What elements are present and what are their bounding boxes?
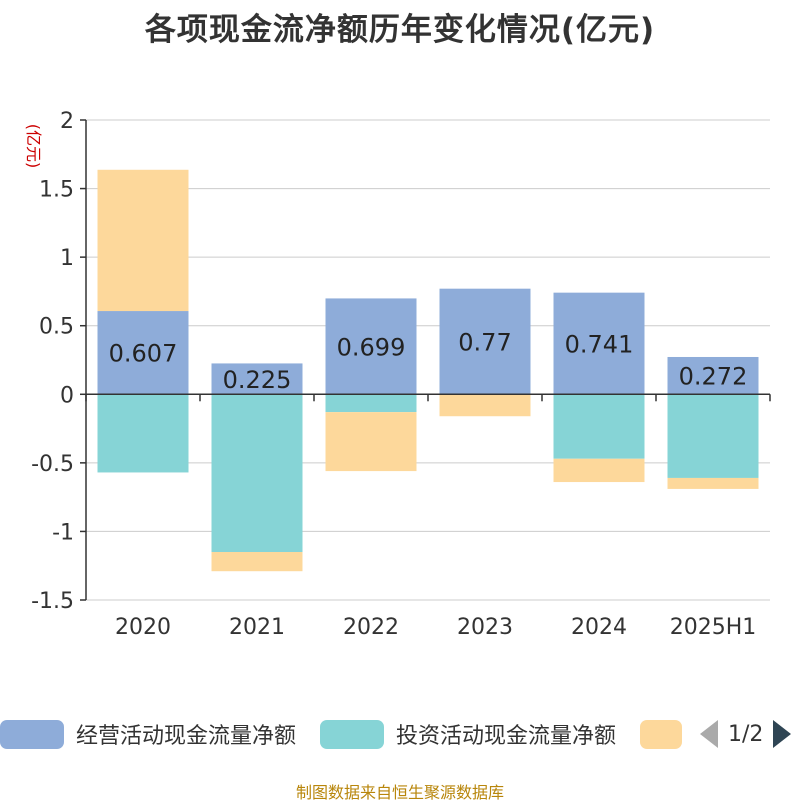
legend-swatch-third — [640, 719, 682, 749]
data-label: 0.272 — [679, 363, 748, 391]
data-label: 0.77 — [458, 328, 511, 356]
bar-series-2 — [325, 412, 417, 472]
bar-series-1 — [97, 394, 189, 473]
pager-text: 1/2 — [728, 721, 764, 747]
triangle-right-icon[interactable] — [773, 720, 792, 748]
bar-series-0 — [325, 298, 417, 395]
bar-series-1 — [211, 394, 303, 552]
bar-series-1 — [553, 394, 645, 459]
legend-label-operating: 经营活动现金流量净额 — [76, 724, 297, 749]
legend-pager: 1/2 — [700, 716, 792, 752]
x-tick-label: 2020 — [115, 615, 171, 640]
y-tick-label: 1 — [60, 246, 74, 271]
bar-series-0 — [667, 356, 759, 395]
x-tick-label: 2021 — [229, 615, 285, 640]
legend-label-investing: 投资活动现金流量净额 — [396, 724, 617, 749]
legend-swatch-operating — [0, 719, 64, 749]
bar-series-0 — [439, 288, 531, 395]
bar-series-2 — [553, 458, 645, 483]
legend-item-investing[interactable]: 投资活动现金流量净额 — [320, 716, 616, 752]
data-label: 0.607 — [109, 340, 178, 368]
legend-item-third[interactable] — [640, 716, 682, 752]
x-tick-label: 2023 — [457, 615, 513, 640]
y-tick-label: 0 — [60, 383, 74, 408]
source-note: 制图数据来自恒生聚源数据库 — [295, 783, 504, 802]
x-tick-label: 2022 — [343, 615, 399, 640]
bar-series-2 — [211, 552, 303, 572]
bar-series-0 — [211, 363, 303, 395]
data-label: 0.741 — [565, 330, 634, 358]
y-axis-label: (亿元) — [24, 124, 43, 169]
y-tick-label: -1 — [52, 520, 74, 545]
bar-series-0 — [553, 292, 645, 395]
y-tick-label: -1.5 — [31, 589, 74, 614]
bar-series-1 — [325, 394, 417, 413]
legend-swatch-investing — [320, 719, 384, 749]
legend: 经营活动现金流量净额 投资活动现金流量净额 — [0, 716, 800, 752]
data-label: 0.225 — [223, 366, 292, 394]
x-tick-label: 2024 — [571, 615, 627, 640]
bar-series-1 — [667, 394, 759, 478]
x-tick-label: 2025H1 — [670, 615, 757, 640]
bar-series-2 — [97, 169, 189, 312]
y-tick-label: 2 — [60, 109, 74, 134]
y-tick-label: 1.5 — [39, 178, 74, 203]
bar-chart: 2 1.5 1 0.5 0 -0.5 -1 -1.5 (亿元) 0.607 0.225 0.699 0.… — [24, 109, 771, 640]
triangle-left-icon[interactable] — [700, 720, 718, 748]
bar-series-0 — [97, 311, 189, 395]
legend-item-operating[interactable]: 经营活动现金流量净额 — [0, 716, 296, 752]
bar-series-2 — [667, 477, 759, 489]
data-label: 0.699 — [337, 333, 406, 361]
bar-series-2 — [439, 394, 531, 417]
y-tick-label: 0.5 — [39, 315, 74, 340]
y-tick-label: -0.5 — [31, 452, 74, 477]
chart-title: 各项现金流净额历年变化情况(亿元) — [144, 12, 656, 48]
